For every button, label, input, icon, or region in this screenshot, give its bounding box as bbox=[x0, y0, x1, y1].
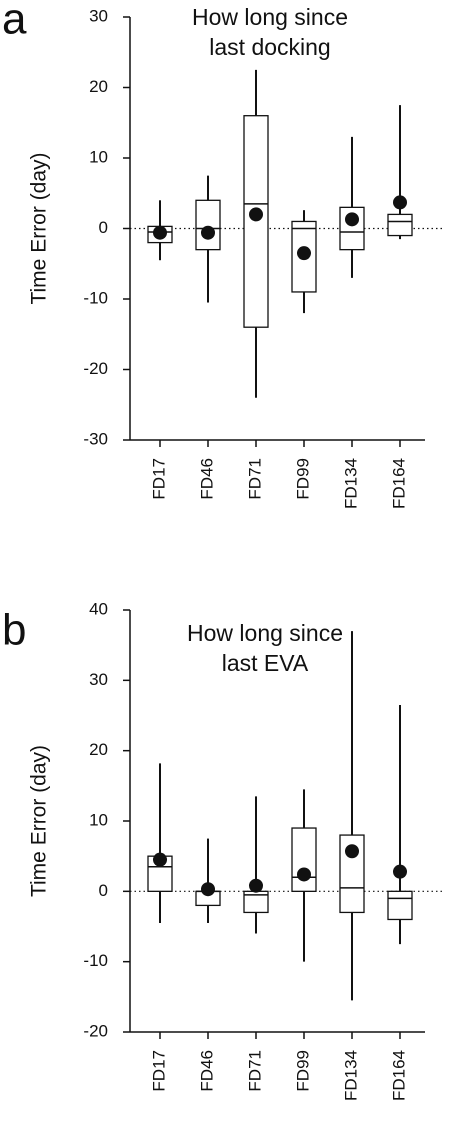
y-tick-label: -30 bbox=[83, 429, 108, 448]
box bbox=[243, 115, 269, 328]
x-tick-label: FD46 bbox=[197, 458, 216, 500]
x-tick-label: FD71 bbox=[245, 1050, 264, 1092]
mean-dot bbox=[297, 246, 311, 261]
y-axis-label: Time Error (day) bbox=[28, 152, 51, 304]
y-tick-label: 20 bbox=[89, 77, 108, 96]
y-tick-label: 0 bbox=[99, 881, 108, 900]
mean-dot bbox=[297, 867, 311, 882]
y-tick-label: 10 bbox=[89, 810, 108, 829]
mean-dot bbox=[153, 225, 167, 240]
y-tick-label: 40 bbox=[89, 599, 108, 618]
x-tick-label: FD17 bbox=[149, 458, 168, 500]
box bbox=[195, 199, 221, 251]
box bbox=[387, 890, 413, 921]
mean-dot bbox=[201, 882, 215, 897]
x-tick-label: FD134 bbox=[341, 458, 360, 509]
mean-dot bbox=[201, 225, 215, 240]
y-tick-label: -10 bbox=[83, 288, 108, 307]
mean-dot bbox=[393, 864, 407, 879]
chart-title: How long since last docking bbox=[192, 4, 348, 60]
x-tick-label: FD99 bbox=[293, 458, 312, 500]
x-tick-label: FD71 bbox=[245, 458, 264, 500]
x-tick-label: FD134 bbox=[341, 1050, 360, 1101]
mean-dot bbox=[345, 212, 359, 227]
mean-dot bbox=[345, 844, 359, 859]
mean-dot bbox=[153, 852, 167, 867]
y-tick-label: -10 bbox=[83, 951, 108, 970]
y-tick-label: 0 bbox=[99, 218, 108, 237]
y-tick-label: 30 bbox=[89, 670, 108, 689]
y-tick-label: -20 bbox=[83, 359, 108, 378]
x-tick-label: FD46 bbox=[197, 1050, 216, 1092]
y-tick-label: 10 bbox=[89, 147, 108, 166]
box bbox=[291, 827, 317, 892]
y-axis-label: Time Error (day) bbox=[28, 745, 51, 897]
mean-dot bbox=[249, 207, 263, 222]
y-tick-label: 30 bbox=[89, 6, 108, 25]
x-tick-label: FD99 bbox=[293, 1050, 312, 1092]
x-tick-label: FD17 bbox=[149, 1050, 168, 1092]
chart-title: How long since last EVA bbox=[187, 620, 343, 676]
panel-label: b bbox=[2, 606, 26, 655]
x-tick-label: FD164 bbox=[389, 458, 408, 509]
y-tick-label: 20 bbox=[89, 740, 108, 759]
panel-label: a bbox=[2, 0, 27, 44]
box bbox=[387, 213, 413, 237]
mean-dot bbox=[249, 878, 263, 893]
x-tick-label: FD164 bbox=[389, 1050, 408, 1101]
mean-dot bbox=[393, 195, 407, 210]
y-tick-label: -20 bbox=[83, 1021, 108, 1040]
